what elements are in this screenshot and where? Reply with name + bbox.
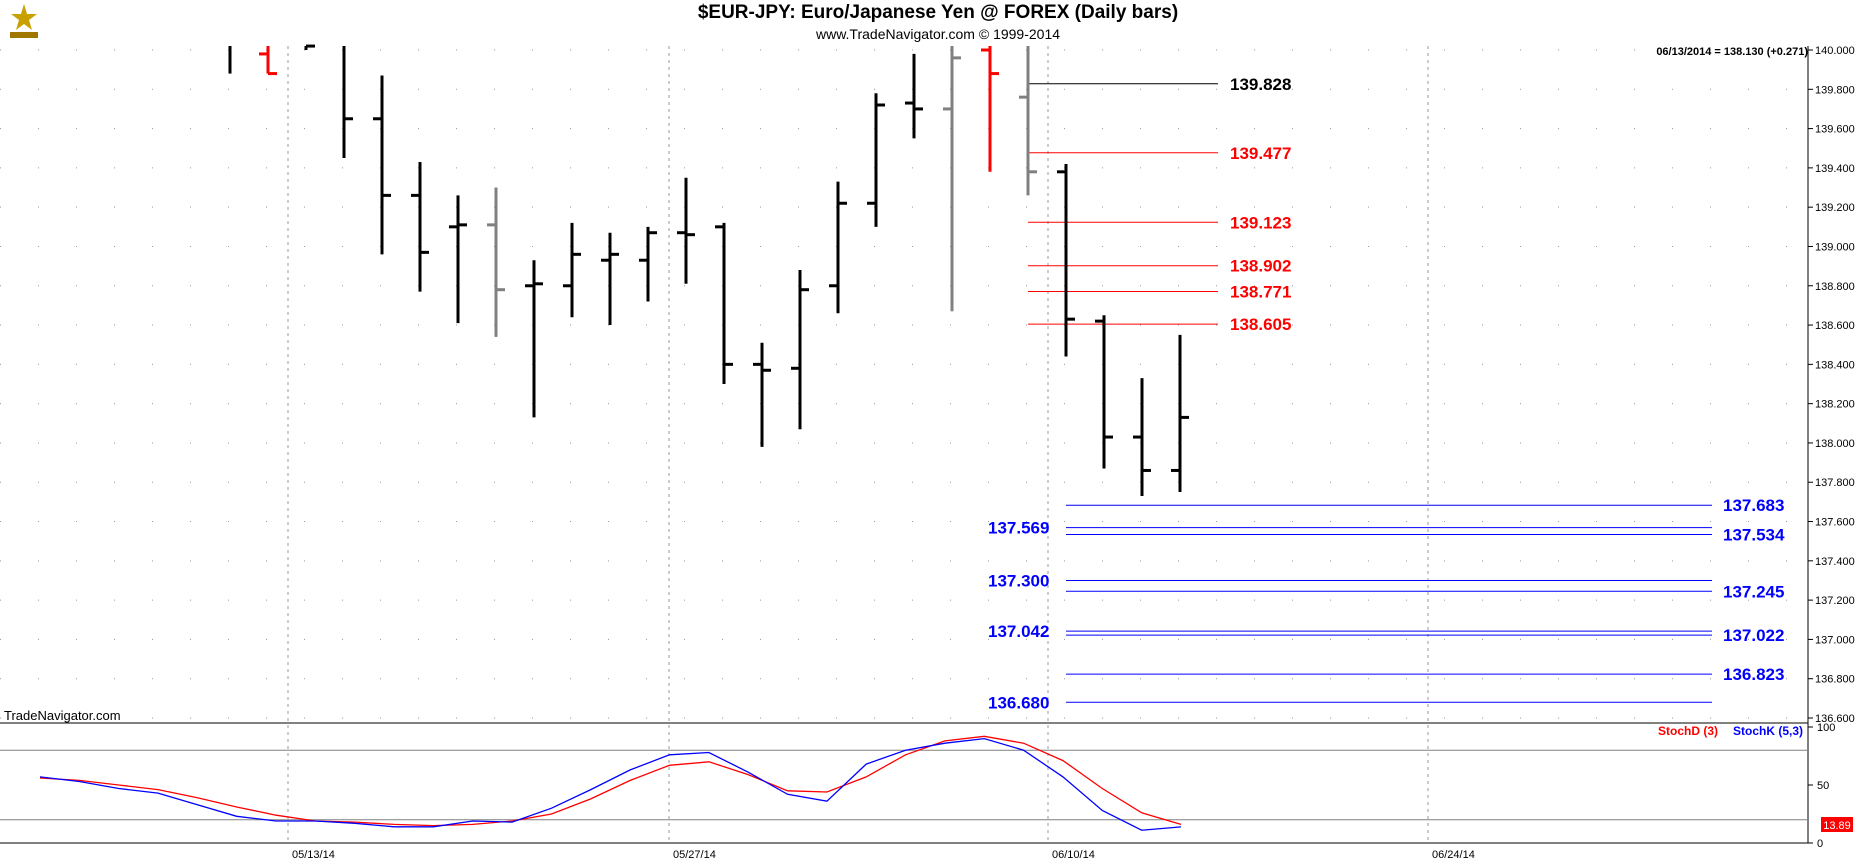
ohlc-bar (791, 270, 809, 430)
ohlc-bar (525, 260, 543, 418)
stoch-series-line (39, 737, 1182, 831)
ohlc-bar (677, 177, 695, 284)
stoch-value-badge-box (1821, 817, 1853, 832)
price-tick-label: 139.000 (1815, 241, 1855, 253)
support-label-right: 137.683 (1723, 496, 1784, 515)
price-tick-label: 137.000 (1815, 634, 1855, 646)
ohlc-bar (753, 342, 771, 447)
price-tick-label: 139.800 (1815, 84, 1855, 96)
price-tick-label: 138.200 (1815, 399, 1855, 411)
ohlc-bar (449, 195, 467, 324)
resistance-label: 138.771 (1230, 282, 1291, 301)
ohlc-bar (342, 46, 353, 159)
ohlc-bar (304, 44, 315, 50)
resistance-label: 139.828 (1230, 75, 1291, 94)
price-tick-label: 137.400 (1815, 556, 1855, 568)
ohlc-bar (601, 232, 619, 326)
trade-navigator-logo-icon (10, 4, 38, 38)
ohlc-bar (563, 222, 581, 318)
price-tick-label: 138.000 (1815, 438, 1855, 450)
ohlc-bar (981, 46, 999, 172)
price-tick-label: 136.800 (1815, 674, 1855, 686)
date-label: 05/27/14 (673, 849, 716, 861)
price-tick-label: 139.600 (1815, 124, 1855, 136)
date-label: 06/24/14 (1432, 849, 1475, 861)
stochastic-panel: 100 50 0 (0, 722, 1835, 850)
chart-title: $EUR-JPY: Euro/Japanese Yen @ FOREX (Dai… (697, 2, 1179, 23)
price-tick-label: 140.000 (1815, 45, 1855, 57)
price-tick-label: 139.200 (1815, 202, 1855, 214)
ohlc-bar (905, 53, 923, 139)
support-label-left: 136.680 (988, 693, 1049, 712)
chart-header: $EUR-JPY: Euro/Japanese Yen @ FOREX (Dai… (0, 0, 1876, 46)
ohlc-bar (867, 93, 885, 227)
support-label-right: 137.534 (1723, 525, 1785, 544)
ohlc-bar (259, 46, 277, 76)
ohlc-bar (1019, 46, 1037, 196)
resistance-label: 138.605 (1230, 315, 1291, 334)
stoch-tick-label: 50 (1817, 780, 1829, 792)
last-quote: 06/13/2014 = 138.130 (+0.271) (1656, 46, 1808, 58)
price-tick-label: 137.800 (1815, 477, 1855, 489)
ohlc-bar (1057, 163, 1075, 357)
ohlc-bar (639, 226, 657, 302)
price-tick-label: 139.400 (1815, 163, 1855, 175)
price-tick-label: 137.200 (1815, 595, 1855, 607)
support-label-left: 137.569 (988, 519, 1049, 538)
stoch-tick-label: 100 (1817, 722, 1835, 734)
ohlc-bars (228, 44, 1189, 496)
ohlc-bar (829, 181, 847, 314)
ohlc-bar (411, 161, 429, 292)
ohlc-bar (1095, 315, 1113, 469)
ohlc-bar (487, 187, 505, 337)
ohlc-bar (373, 75, 391, 255)
ohlc-bar (1171, 334, 1189, 493)
chart-subtitle: www.TradeNavigator.com © 1999-2014 (815, 26, 1061, 42)
stoch-series-line (39, 735, 1182, 827)
support-label-right: 137.022 (1723, 626, 1784, 645)
price-tick-label: 136.600 (1815, 713, 1855, 725)
ohlc-bar (943, 46, 961, 312)
ohlc-bar (1133, 378, 1151, 496)
stoch-value-badge: 13.89 (1823, 820, 1851, 832)
ohlc-bar (715, 222, 733, 384)
support-label-right: 136.823 (1723, 665, 1784, 684)
price-tick-label: 137.600 (1815, 517, 1855, 529)
price-tick-label: 138.800 (1815, 281, 1855, 293)
stoch-tick-label: 0 (1817, 838, 1823, 850)
price-tick-label: 138.400 (1815, 359, 1855, 371)
fib-levels: 139.828 139.477 139.123 138.902 138.771 138.6… (988, 75, 1785, 712)
resistance-label: 139.477 (1230, 144, 1291, 163)
price-axis: 140.000 139.800 139.600 139.400 139.200 139.0… (0, 45, 1855, 861)
support-label-left: 137.300 (988, 571, 1049, 590)
stochK-legend: StochK (5,3) (1733, 724, 1803, 738)
support-label-left: 137.042 (988, 622, 1049, 641)
stochD-legend: StochD (3) (1658, 724, 1718, 738)
price-tick-label: 138.600 (1815, 320, 1855, 332)
date-label: 06/10/14 (1052, 849, 1095, 861)
watermark: TradeNavigator.com (4, 708, 121, 723)
resistance-label: 139.123 (1230, 213, 1291, 232)
resistance-label: 138.902 (1230, 257, 1291, 276)
date-label: 05/13/14 (292, 849, 335, 861)
support-label-right: 137.245 (1723, 582, 1784, 601)
